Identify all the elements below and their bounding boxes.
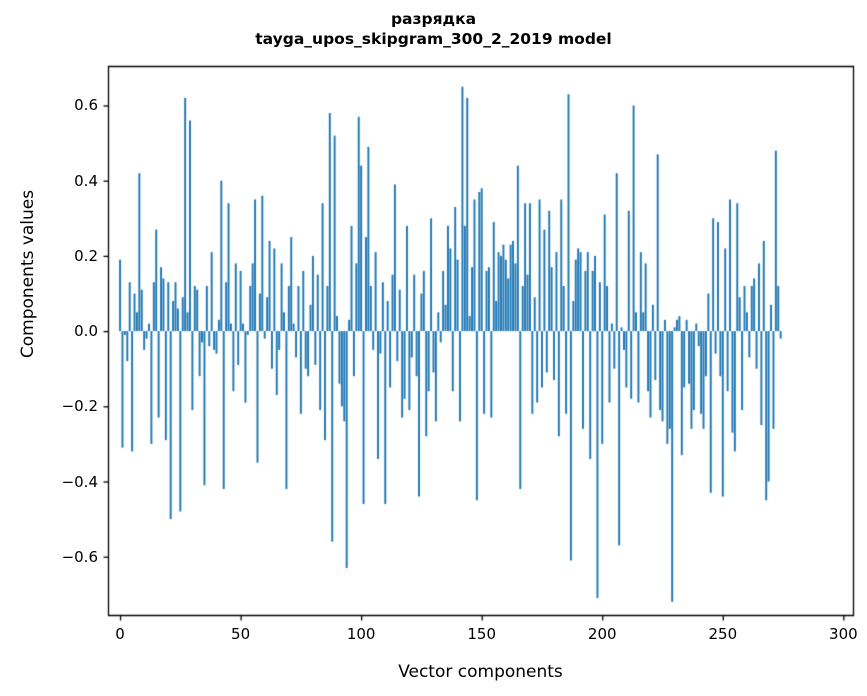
y-tick-label: 0.4	[74, 171, 98, 190]
y-tick-label: −0.6	[61, 547, 98, 566]
y-axis-label: Components values	[18, 189, 38, 359]
y-tick-label: −0.4	[61, 472, 98, 491]
x-axis-label: Vector components	[398, 662, 563, 682]
x-tick-label: 200	[587, 625, 617, 643]
y-tick-label: 0.2	[74, 246, 98, 265]
y-tick-label: −0.2	[61, 397, 98, 416]
x-tick-label: 250	[708, 625, 738, 643]
y-tick-label: 0.6	[74, 96, 98, 115]
x-tick-label: 300	[829, 625, 858, 643]
x-tick-label: 100	[346, 625, 376, 643]
x-tick-label: 50	[231, 625, 251, 643]
x-tick-label: 150	[467, 625, 497, 643]
x-tick-label: 0	[115, 625, 125, 643]
y-tick-label: 0.0	[74, 322, 98, 341]
